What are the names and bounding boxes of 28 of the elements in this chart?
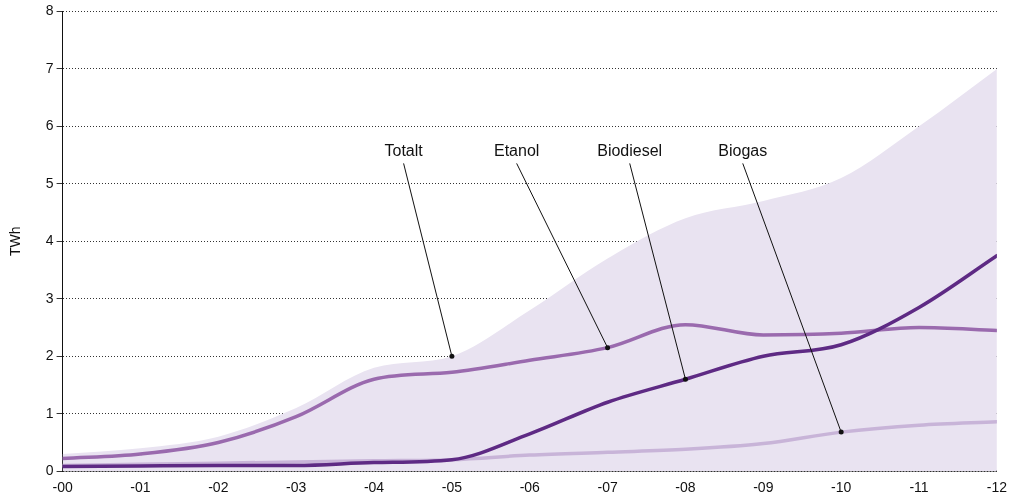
x-tick-label: -05 <box>441 479 463 496</box>
x-tick-label: -07 <box>597 479 618 496</box>
x-tick-label: -00 <box>52 479 73 496</box>
x-tick-label: -09 <box>753 479 774 496</box>
x-tick-label: -06 <box>519 479 541 496</box>
y-tick-label: 7 <box>45 59 54 76</box>
annotation: Etanol <box>493 141 540 159</box>
annotation: Biogas <box>718 141 768 159</box>
x-tick-label: -04 <box>363 479 385 496</box>
x-tick-label: -10 <box>831 479 852 496</box>
annotation: Totalt <box>384 141 424 159</box>
x-tick-label: -01 <box>130 479 151 496</box>
x-tick-label: -12 <box>986 479 1008 496</box>
y-tick-label: 8 <box>45 2 54 19</box>
line-series <box>62 322 997 461</box>
y-tick-label: 2 <box>45 347 54 364</box>
x-tick-label: -02 <box>208 479 229 496</box>
y-tick-label: 5 <box>45 174 54 191</box>
y-tick-label: 4 <box>45 232 54 249</box>
y-axis-title: TWh <box>7 226 24 257</box>
y-tick-label: 1 <box>45 404 54 421</box>
y-tick-label: 0 <box>45 462 54 479</box>
annotation: Biodiesel <box>597 141 663 159</box>
y-tick-label: 3 <box>45 289 54 306</box>
x-tick-label: -03 <box>286 479 307 496</box>
x-tick-label: -11 <box>909 479 929 496</box>
y-tick-label: 6 <box>45 117 54 134</box>
x-tick-label: -08 <box>675 479 696 496</box>
